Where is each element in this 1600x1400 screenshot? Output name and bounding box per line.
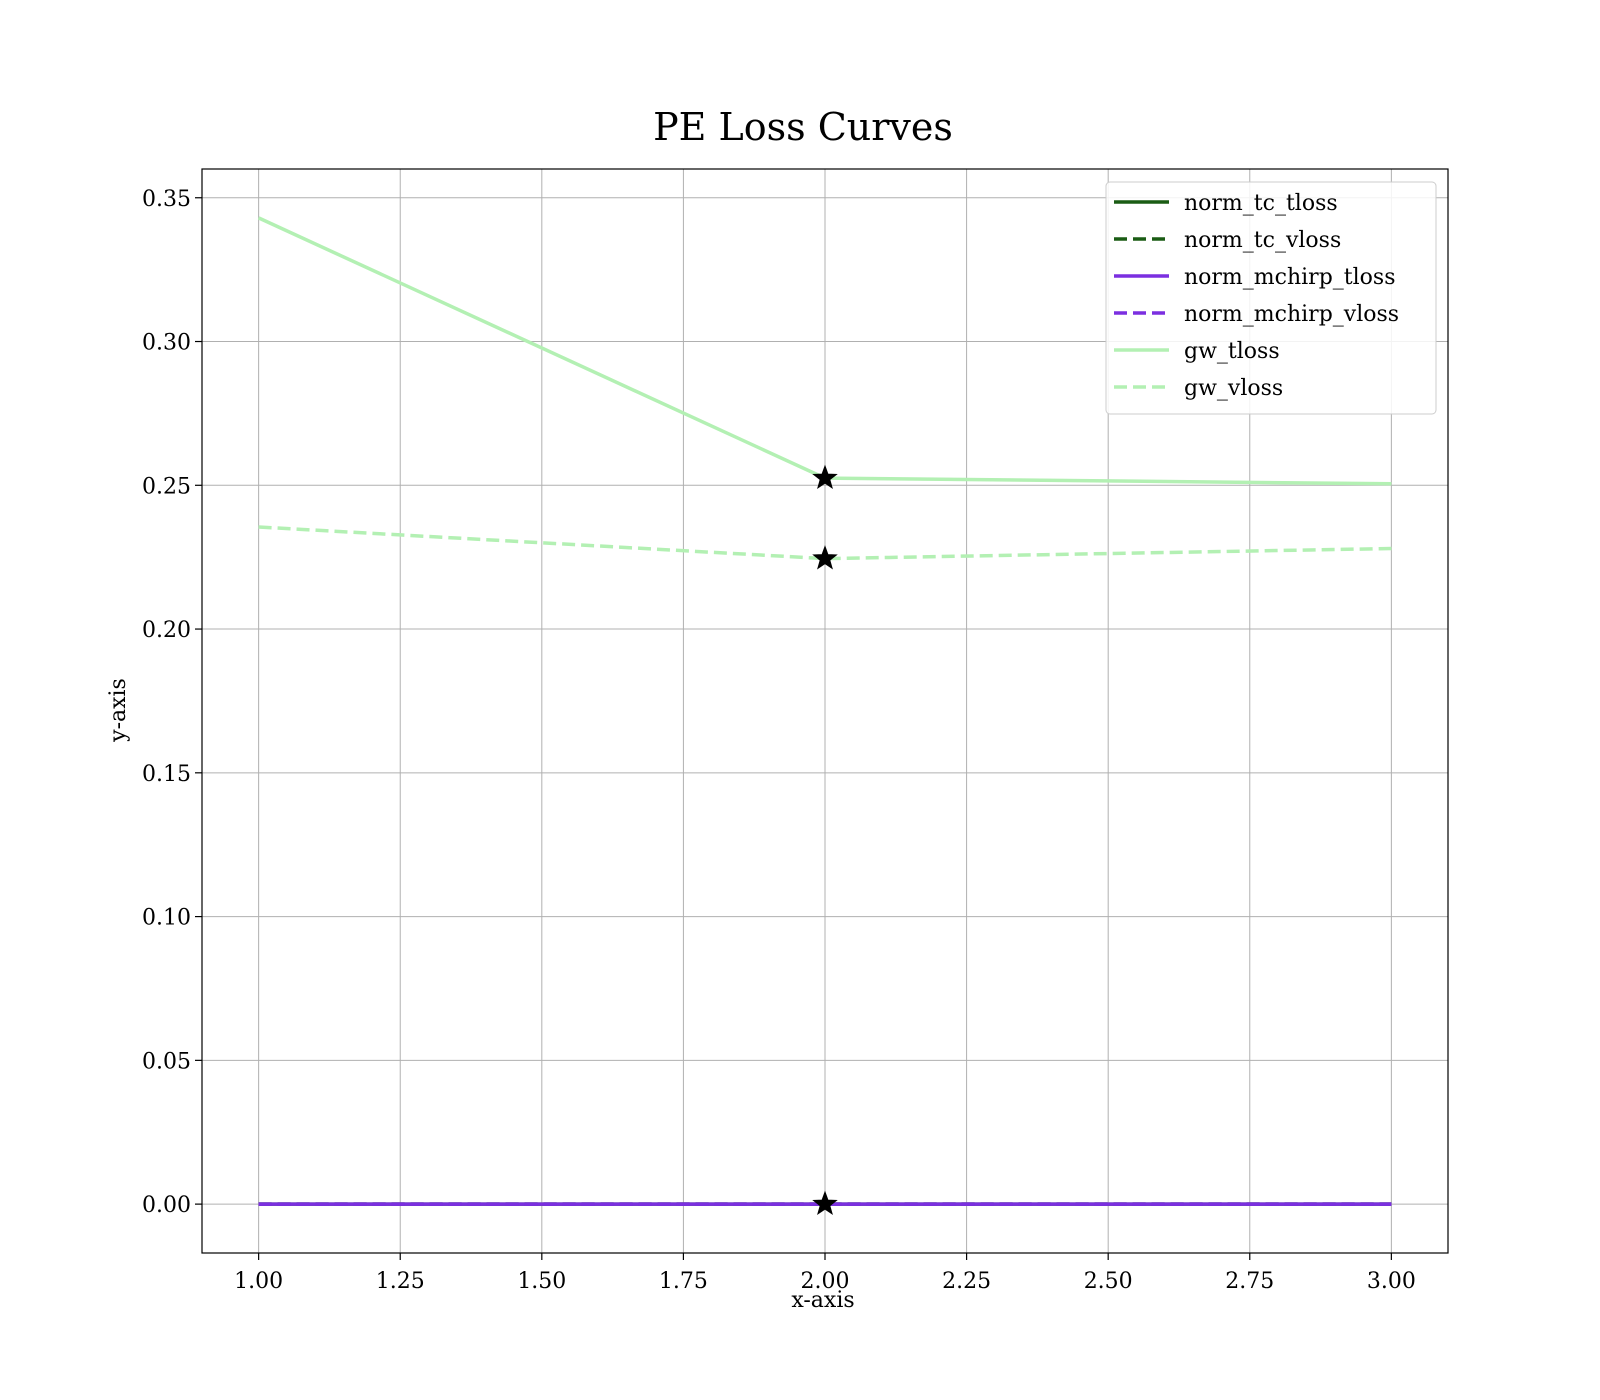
legend-entry-gw-vloss: gw_vloss — [1184, 376, 1283, 401]
star-marker — [812, 1190, 838, 1215]
y-tick-label: 0.15 — [142, 762, 191, 787]
y-axis-label: y-axis — [106, 678, 131, 743]
x-tick-label: 3.00 — [1367, 1269, 1416, 1294]
star-marker — [812, 464, 838, 489]
legend-box — [1105, 181, 1437, 415]
y-tick-label: 0.20 — [142, 618, 191, 643]
chart-title: PE Loss Curves — [653, 105, 953, 149]
y-tick-label: 0.05 — [142, 1049, 191, 1074]
ticks: 1.00 1.25 1.50 1.75 2.00 2.25 2.50 2.75 3.00 0.00… — [142, 187, 1416, 1294]
legend-entry-norm-mchirp-vloss: norm_mchirp_vloss — [1184, 302, 1399, 327]
x-tick-label: 1.25 — [376, 1269, 425, 1294]
legend-entry-norm-mchirp-tloss: norm_mchirp_tloss — [1184, 265, 1395, 290]
grid — [202, 169, 1448, 1253]
markers — [812, 464, 838, 1215]
y-tick-label: 0.30 — [142, 331, 191, 356]
x-tick-label: 2.75 — [1225, 1269, 1274, 1294]
x-tick-label: 1.75 — [659, 1269, 708, 1294]
y-tick-label: 0.10 — [142, 906, 191, 931]
star-marker — [812, 545, 838, 570]
x-tick-label: 1.00 — [234, 1269, 283, 1294]
x-tick-label: 2.25 — [942, 1269, 991, 1294]
legend-entry-norm-tc-tloss: norm_tc_tloss — [1184, 191, 1338, 216]
x-tick-label: 2.50 — [1084, 1269, 1133, 1294]
legend: norm_tc_tloss norm_tc_vloss norm_mchirp_tl… — [1105, 181, 1437, 415]
y-tick-label: 0.35 — [142, 187, 191, 212]
legend-entry-gw-tloss: gw_tloss — [1184, 339, 1280, 364]
x-tick-label: 2.00 — [801, 1269, 850, 1294]
y-tick-label: 0.00 — [142, 1193, 191, 1218]
y-tick-label: 0.25 — [142, 474, 191, 499]
x-tick-label: 1.50 — [517, 1269, 566, 1294]
legend-entry-norm-tc-vloss: norm_tc_vloss — [1184, 228, 1341, 253]
x-axis-label: x-axis — [791, 1288, 854, 1313]
